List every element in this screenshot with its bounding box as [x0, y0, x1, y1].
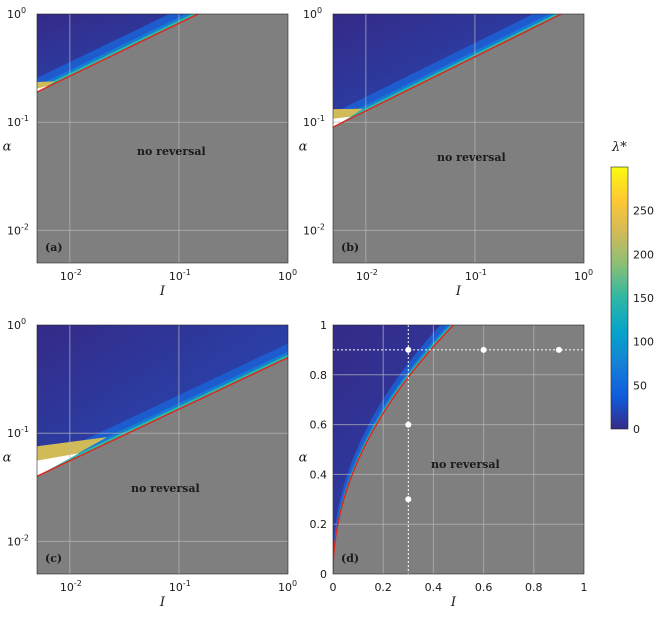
boundary-gradient-band	[333, 325, 454, 574]
colorbar-tick-label: 100	[633, 336, 654, 349]
data-point	[405, 346, 412, 353]
colorbar-tick-label: 0	[633, 423, 640, 436]
panel-b: no reversal (b) 10-2 10-1 100 10-2 10-1 100 Iα	[299, 6, 593, 299]
undefined-region	[37, 453, 79, 477]
panel-a: no reversal (a) 10-2 10-1 100 10-2 10-1 100 Iα	[3, 6, 297, 299]
x-tick-label: 10-1	[169, 579, 191, 594]
grid	[333, 14, 584, 263]
data-point	[480, 346, 487, 353]
y-tick-label: 10-2	[7, 533, 29, 548]
y-tick-label: 10-2	[303, 222, 325, 237]
y-axis-label: α	[299, 140, 308, 155]
axes-frame	[332, 13, 585, 264]
x-tick-label: 0.4	[425, 581, 443, 594]
colorbar-tick-label: 50	[633, 379, 647, 392]
y-axis-label: α	[3, 140, 12, 155]
panel-label: (a)	[45, 241, 63, 254]
x-tick-label: 0.6	[475, 581, 493, 594]
high-lambda-region	[333, 108, 363, 128]
x-axis-label: I	[455, 284, 462, 299]
colorbar-tick-label: 150	[633, 292, 654, 305]
data-point	[555, 346, 562, 353]
y-tick-label: 100	[7, 317, 26, 332]
no-reversal-label: no reversal	[131, 482, 200, 495]
panel-label: (d)	[341, 552, 359, 565]
x-tick-label: 100	[574, 268, 593, 283]
x-tick-label: 10-2	[60, 579, 82, 594]
grid	[37, 325, 288, 574]
panel-d: no reversal (d) 0 0.2 0.4 0.6 0.8 1 0 0.2 0.4 0.6 0.…	[299, 319, 588, 610]
data-point	[405, 496, 412, 503]
x-tick-label: 10-1	[465, 268, 487, 283]
y-tick-label: 0.2	[310, 518, 328, 531]
boundary-line	[333, 325, 454, 574]
boundary-line	[333, 14, 562, 128]
x-axis-label: I	[159, 595, 166, 610]
y-tick-label: 100	[303, 6, 322, 21]
x-tick-label: 100	[278, 268, 297, 283]
reversal-heatmap-region	[37, 14, 288, 93]
no-reversal-label: no reversal	[431, 458, 500, 471]
x-tick-label: 10-2	[60, 268, 82, 283]
x-tick-label: 0.8	[525, 581, 543, 594]
x-tick-label: 10-1	[169, 268, 191, 283]
y-axis-label: α	[299, 451, 308, 466]
x-axis-label: I	[159, 284, 166, 299]
boundary-line	[37, 356, 288, 477]
y-tick-label: 0.4	[310, 468, 328, 481]
axes-frame	[36, 324, 289, 575]
y-tick-label: 1	[320, 319, 327, 332]
boundary-line	[37, 14, 199, 93]
x-axis-label: I	[450, 595, 457, 610]
y-axis-label: α	[3, 451, 12, 466]
panel-c: no reversal (c) 10-2 10-1 100 10-2 10-1 100 Iα	[3, 317, 297, 610]
colorbar-label: λ*	[611, 140, 627, 155]
axes-frame	[332, 324, 585, 575]
x-tick-label: 1	[581, 581, 588, 594]
colorbar-tick-label: 200	[633, 248, 654, 261]
x-tick-label: 0.2	[374, 581, 392, 594]
y-tick-label: 10-1	[303, 114, 325, 129]
y-tick-label: 10-1	[7, 114, 29, 129]
y-tick-label: 100	[7, 6, 26, 21]
colorbar-gradient	[610, 166, 629, 430]
x-tick-label: 10-2	[356, 268, 378, 283]
y-tick-label: 0.8	[310, 369, 328, 382]
grid	[37, 14, 288, 263]
grid	[333, 325, 584, 574]
panel-label: (b)	[341, 241, 359, 254]
reversal-heatmap-region	[333, 14, 584, 128]
y-tick-label: 10-1	[7, 425, 29, 440]
no-reversal-label: no reversal	[137, 145, 206, 158]
data-point	[405, 421, 412, 428]
axes-frame	[36, 13, 289, 264]
y-tick-label: 10-2	[7, 222, 29, 237]
x-tick-label: 100	[278, 579, 297, 594]
x-tick-label: 0	[330, 581, 337, 594]
colorbar: 0 50 100 150 200 250 λ*	[610, 140, 654, 436]
y-tick-label: 0.6	[310, 419, 328, 432]
panel-label: (c)	[45, 552, 62, 565]
y-tick-label: 0	[320, 568, 327, 581]
no-reversal-label: no reversal	[437, 151, 506, 164]
colorbar-tick-label: 250	[633, 205, 654, 218]
